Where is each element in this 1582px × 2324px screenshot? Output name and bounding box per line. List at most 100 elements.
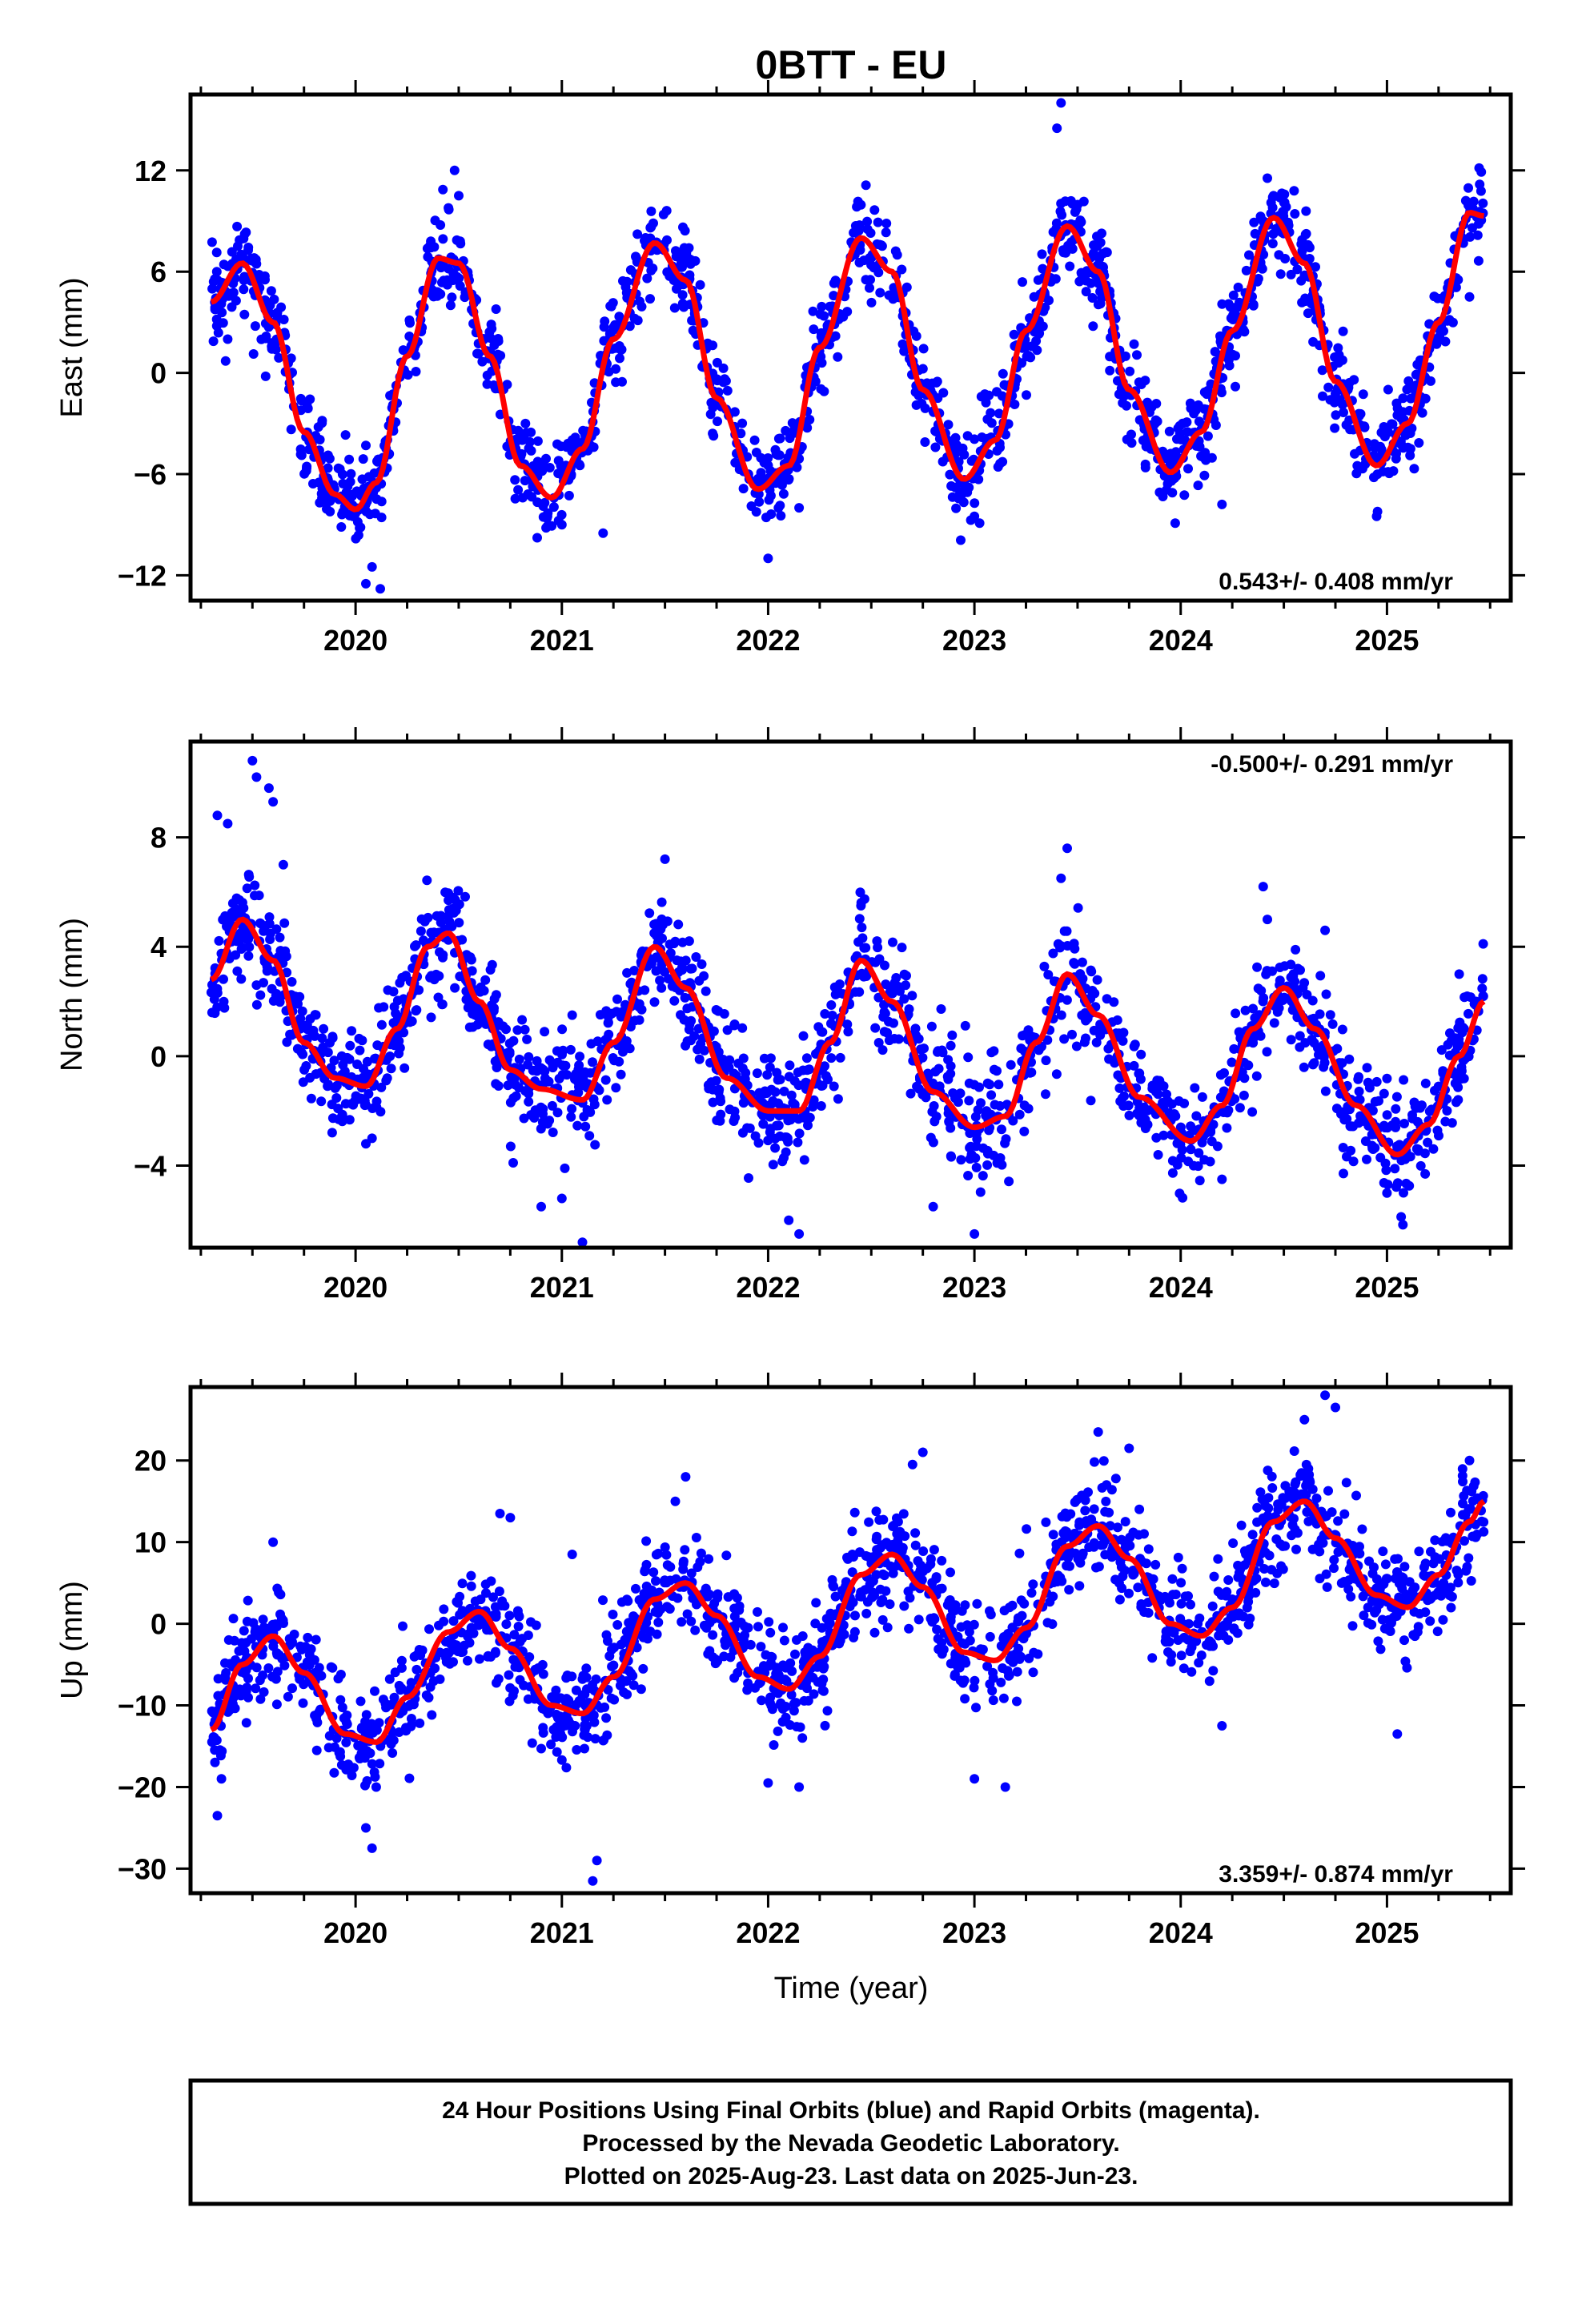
data-point bbox=[1303, 1516, 1314, 1526]
data-point bbox=[608, 1660, 619, 1671]
data-point bbox=[300, 1642, 311, 1652]
data-point bbox=[745, 1123, 755, 1133]
data-point bbox=[1113, 1522, 1122, 1533]
data-point bbox=[1080, 1506, 1090, 1516]
data-point bbox=[677, 937, 688, 947]
data-point bbox=[335, 1695, 346, 1705]
data-point bbox=[1067, 199, 1078, 209]
data-point bbox=[869, 205, 880, 215]
data-point bbox=[1390, 1554, 1400, 1564]
data-point bbox=[911, 331, 921, 341]
data-point bbox=[722, 1025, 733, 1035]
data-point bbox=[547, 1100, 557, 1111]
model-fit-line bbox=[210, 916, 1486, 1158]
data-point bbox=[1002, 1666, 1013, 1676]
data-point bbox=[1090, 1457, 1099, 1467]
data-point bbox=[355, 1754, 365, 1763]
data-point bbox=[971, 1703, 981, 1713]
data-point bbox=[1047, 1619, 1058, 1629]
data-point bbox=[1391, 453, 1401, 464]
data-point bbox=[1120, 1566, 1130, 1576]
data-point bbox=[976, 392, 986, 402]
data-point bbox=[265, 935, 275, 944]
data-point bbox=[936, 1004, 946, 1014]
data-point bbox=[761, 513, 771, 523]
data-point bbox=[1398, 393, 1408, 404]
data-point bbox=[394, 1048, 404, 1059]
y-tick-label: −4 bbox=[134, 1150, 167, 1183]
data-point bbox=[1167, 1168, 1178, 1178]
x-tick-label: 2024 bbox=[1149, 624, 1213, 657]
data-point bbox=[964, 1096, 974, 1106]
data-point bbox=[1382, 1073, 1392, 1084]
data-point bbox=[959, 449, 970, 460]
data-point bbox=[401, 971, 411, 981]
data-point bbox=[1135, 1074, 1146, 1084]
data-point bbox=[497, 1596, 508, 1606]
data-point bbox=[331, 1093, 342, 1103]
data-point bbox=[873, 1038, 884, 1047]
data-point bbox=[1331, 1104, 1342, 1114]
data-point bbox=[437, 999, 448, 1010]
data-point bbox=[317, 493, 327, 503]
x-tick-label: 2025 bbox=[1355, 624, 1419, 657]
data-point bbox=[629, 966, 640, 975]
data-point bbox=[445, 300, 456, 311]
data-point bbox=[1357, 464, 1367, 474]
data-point bbox=[239, 1668, 250, 1679]
data-point bbox=[406, 1678, 416, 1688]
data-point bbox=[1458, 1498, 1468, 1509]
data-point bbox=[232, 966, 243, 976]
data-point bbox=[930, 442, 941, 452]
data-point bbox=[1193, 480, 1203, 491]
data-point bbox=[1014, 1109, 1025, 1120]
data-point bbox=[1078, 196, 1089, 207]
data-point bbox=[1348, 1156, 1359, 1167]
data-point bbox=[986, 1610, 996, 1620]
data-point bbox=[238, 252, 248, 263]
data-point bbox=[370, 1686, 379, 1696]
data-point bbox=[833, 1094, 843, 1104]
data-point bbox=[758, 1664, 769, 1675]
data-point bbox=[503, 1047, 513, 1058]
data-point bbox=[737, 418, 748, 428]
data-point bbox=[239, 309, 250, 320]
data-point bbox=[504, 1610, 515, 1621]
data-point bbox=[937, 1555, 947, 1566]
data-point bbox=[279, 1660, 290, 1671]
data-point bbox=[266, 286, 276, 296]
data-point bbox=[454, 918, 464, 928]
data-point bbox=[1203, 431, 1213, 441]
data-point bbox=[567, 1104, 577, 1114]
data-point bbox=[591, 1674, 601, 1684]
data-point bbox=[361, 1710, 371, 1720]
data-point bbox=[1322, 1582, 1332, 1592]
data-point bbox=[1341, 1478, 1351, 1488]
data-point bbox=[274, 352, 284, 363]
data-point bbox=[1355, 408, 1366, 419]
data-point bbox=[1376, 444, 1387, 455]
data-point bbox=[882, 1622, 893, 1633]
data-point bbox=[738, 484, 749, 494]
data-point bbox=[296, 396, 307, 406]
data-point bbox=[1223, 1575, 1234, 1585]
data-point bbox=[1241, 265, 1251, 275]
data-point bbox=[231, 1655, 240, 1665]
data-point bbox=[1153, 1150, 1163, 1160]
data-point bbox=[310, 1010, 320, 1020]
data-point bbox=[275, 932, 285, 943]
data-point bbox=[498, 1021, 508, 1031]
data-point bbox=[363, 1088, 374, 1099]
data-point bbox=[1263, 915, 1272, 925]
data-point bbox=[1012, 1696, 1022, 1707]
data-point bbox=[207, 1706, 217, 1716]
data-point bbox=[833, 352, 843, 362]
data-point bbox=[965, 1154, 975, 1164]
data-point bbox=[1101, 247, 1111, 257]
data-point bbox=[278, 859, 288, 870]
data-point bbox=[598, 528, 608, 538]
data-point bbox=[1295, 1042, 1305, 1052]
data-point bbox=[1199, 387, 1210, 397]
data-point bbox=[1445, 1582, 1456, 1593]
data-point bbox=[819, 386, 829, 396]
